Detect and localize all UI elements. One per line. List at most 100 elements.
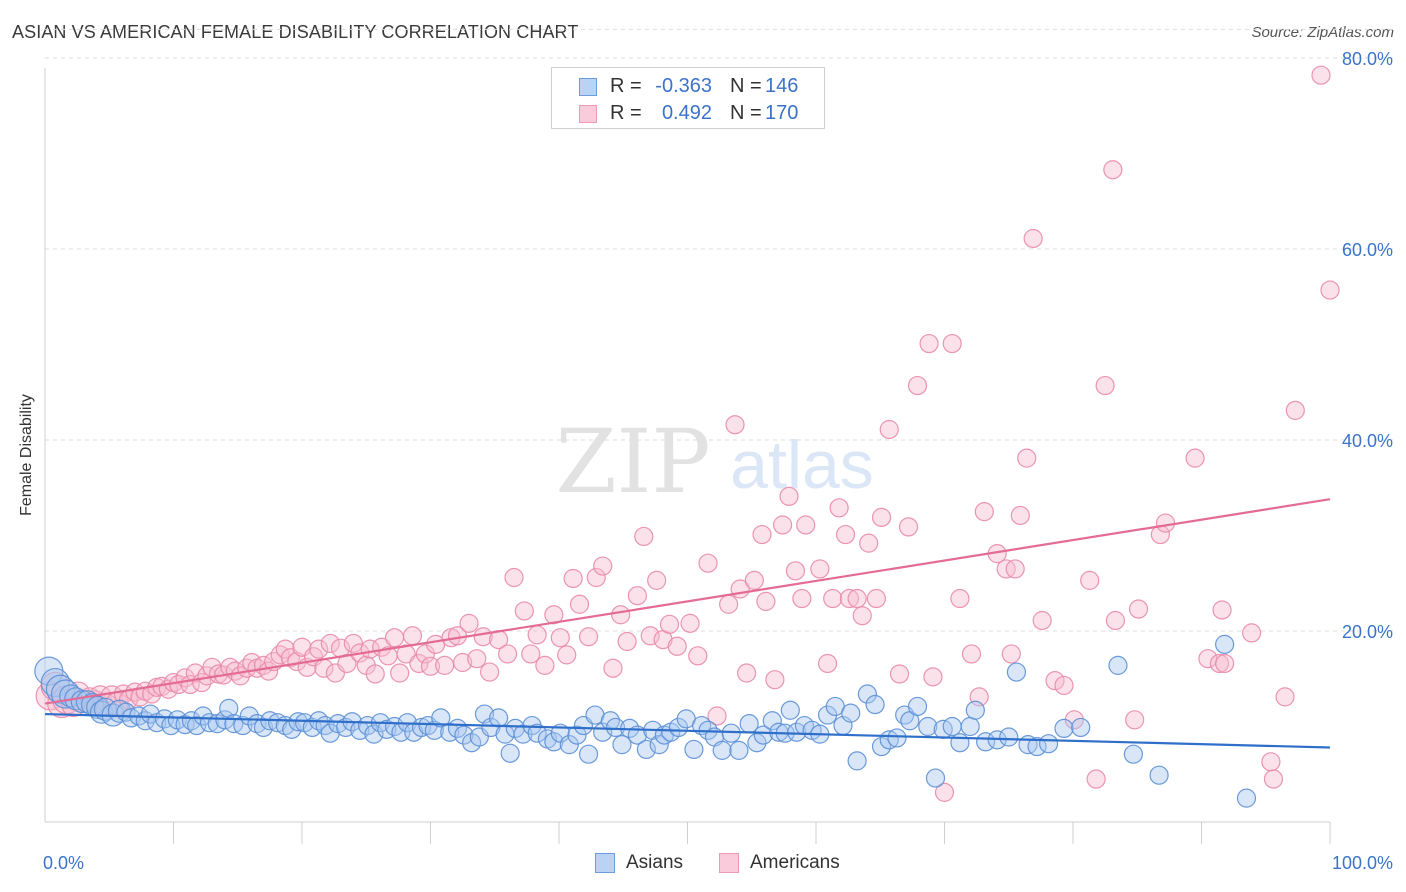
- americans-point: [617, 631, 637, 652]
- americans-point: [1086, 769, 1106, 789]
- americans-point: [756, 591, 776, 611]
- americans-point: [1155, 513, 1176, 533]
- asians-point: [1027, 736, 1047, 757]
- asians-point: [605, 717, 626, 738]
- asians-point: [233, 715, 253, 736]
- americans-point: [847, 588, 867, 609]
- asians-point: [729, 740, 749, 760]
- asians-point: [753, 725, 773, 745]
- americans-point: [1185, 448, 1205, 468]
- asians-point: [841, 703, 861, 723]
- asians-point: [950, 733, 970, 753]
- asians-point: [925, 768, 946, 788]
- americans-point: [752, 524, 772, 545]
- americans-point: [974, 502, 994, 522]
- americans-legend-swatch: [719, 853, 739, 873]
- americans-point: [535, 655, 555, 675]
- correlation-legend: R = -0.363 N = 146 R = 0.492 N = 170: [551, 67, 825, 129]
- x-tick-label: 100.0%: [1332, 853, 1393, 873]
- asians-point: [636, 739, 656, 760]
- americans-point: [934, 782, 955, 802]
- asians-point: [762, 711, 782, 731]
- americans-point: [1285, 400, 1305, 420]
- americans-point: [527, 625, 547, 645]
- americans-point: [459, 613, 479, 633]
- americans-point: [1001, 644, 1021, 664]
- americans-point: [785, 561, 806, 581]
- asians-point: [780, 700, 800, 720]
- asians-point: [45, 674, 76, 704]
- n-value: 170: [765, 102, 799, 124]
- americans-point: [680, 613, 700, 633]
- americans-point: [866, 588, 886, 609]
- asians-point: [649, 735, 669, 755]
- asians-legend-label: Asians: [626, 852, 684, 873]
- americans-point: [1209, 653, 1230, 674]
- asians-point: [999, 727, 1019, 747]
- y-tick-label: 60.0%: [1342, 240, 1393, 260]
- americans-point: [817, 653, 838, 674]
- americans-point: [498, 644, 518, 664]
- watermark-zip: ZIP: [555, 410, 710, 513]
- americans-point: [1105, 610, 1126, 631]
- watermark: ZIP atlas: [555, 410, 873, 513]
- americans-point: [409, 653, 429, 674]
- americans-point: [1275, 687, 1295, 707]
- legend-row-americans: R = 0.492 N = 170: [552, 101, 826, 127]
- asians-point: [1108, 655, 1128, 675]
- americans-points: [35, 65, 1340, 802]
- americans-point: [1215, 653, 1235, 674]
- x-tick-label: 0.0%: [43, 853, 84, 873]
- axes: [44, 68, 1331, 844]
- tick-labels: 20.0% 40.0% 60.0% 80.0% 0.0% 100.0%: [43, 49, 1393, 873]
- r-value: -0.363: [655, 75, 712, 97]
- americans-point: [1095, 375, 1115, 396]
- n-value: 146: [765, 75, 799, 97]
- asians-point: [1006, 662, 1027, 682]
- asians-point: [747, 733, 767, 753]
- asians-point: [559, 735, 579, 755]
- asians-point: [887, 728, 907, 748]
- americans-point: [659, 614, 680, 634]
- americans-point: [390, 663, 410, 683]
- asians-point: [424, 720, 444, 740]
- americans-point: [365, 664, 385, 684]
- americans-point: [1023, 228, 1043, 249]
- americans-point: [835, 524, 856, 545]
- asians-point: [1071, 717, 1091, 738]
- americans-point: [1242, 623, 1262, 643]
- americans-point: [688, 646, 708, 666]
- americans-point: [185, 663, 205, 683]
- americans-point: [544, 605, 564, 625]
- r-label: R =: [610, 75, 642, 97]
- chart-title: ASIAN VS AMERICAN FEMALE DISABILITY CORR…: [12, 22, 579, 42]
- n-label: N =: [730, 75, 762, 97]
- americans-point: [343, 633, 363, 654]
- americans-point: [796, 515, 816, 535]
- americans-point: [435, 655, 455, 675]
- americans-point: [707, 706, 727, 726]
- americans-point: [871, 507, 892, 527]
- americans-point: [550, 628, 570, 648]
- americans-point: [698, 553, 718, 573]
- americans-point: [907, 375, 928, 396]
- americans-point: [1263, 769, 1284, 789]
- americans-point: [647, 570, 667, 590]
- asians-point: [1215, 634, 1235, 654]
- americans-point: [1010, 505, 1030, 526]
- asians-point: [89, 700, 114, 724]
- americans-point: [569, 594, 590, 614]
- americans-point: [950, 588, 970, 609]
- americans-point: [1005, 559, 1025, 579]
- asians-point: [965, 700, 985, 720]
- americans-point: [1320, 280, 1340, 300]
- americans-point: [942, 333, 962, 354]
- americans-point: [898, 517, 919, 537]
- americans-point: [593, 556, 613, 576]
- asians-point: [1236, 788, 1257, 808]
- americans-point: [961, 644, 982, 664]
- americans-point: [667, 636, 687, 656]
- asians-point: [219, 698, 239, 718]
- americans-point: [829, 498, 849, 518]
- americans-point: [879, 419, 899, 440]
